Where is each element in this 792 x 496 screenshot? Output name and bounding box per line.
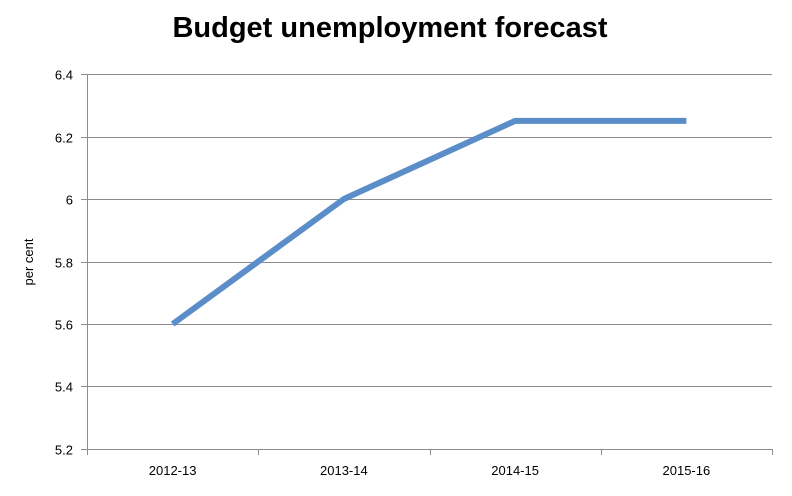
gridlines bbox=[87, 74, 772, 387]
series-line bbox=[170, 117, 687, 327]
x-tick-label: 2012-13 bbox=[149, 463, 197, 478]
x-tick-label: 2014-15 bbox=[491, 463, 539, 478]
y-axis-title: per cent bbox=[21, 238, 36, 285]
x-tick-labels: 2012-13 2013-14 2014-15 2015-16 bbox=[149, 463, 710, 478]
x-tick-label: 2015-16 bbox=[663, 463, 711, 478]
axes bbox=[81, 74, 773, 455]
x-tick-label: 2013-14 bbox=[320, 463, 368, 478]
y-tick-label: 5.8 bbox=[55, 256, 73, 271]
y-tick-labels: 5.2 5.4 5.6 5.8 6 6.2 6.4 bbox=[55, 68, 73, 458]
chart-title: Budget unemployment forecast bbox=[172, 12, 607, 44]
y-tick-label: 5.2 bbox=[55, 443, 73, 458]
y-tick-label: 5.4 bbox=[55, 380, 73, 395]
series-lines bbox=[170, 117, 687, 327]
y-tick-label: 6.2 bbox=[55, 131, 73, 146]
y-tick-label: 5.6 bbox=[55, 318, 73, 333]
y-tick-label: 6 bbox=[66, 193, 73, 208]
y-tick-label: 6.4 bbox=[55, 68, 73, 83]
